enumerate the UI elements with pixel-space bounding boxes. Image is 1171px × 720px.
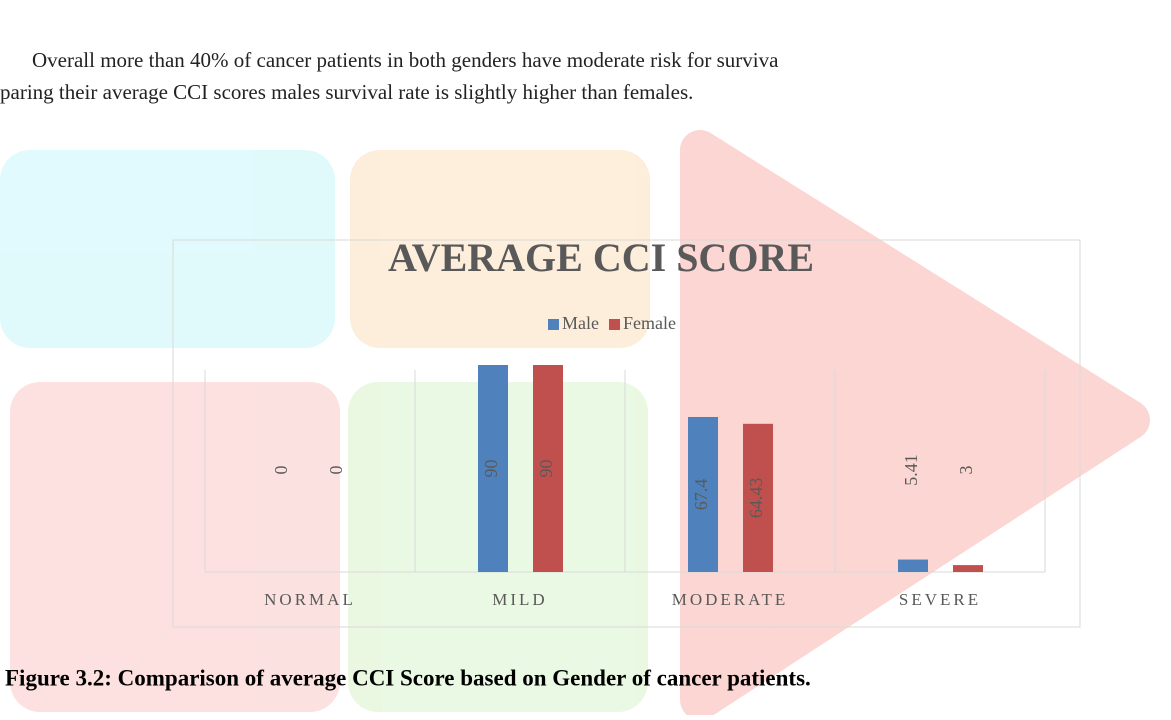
- bar: [688, 416, 718, 572]
- x-tick-label: MODERATE: [672, 590, 789, 609]
- bar: [953, 565, 983, 572]
- data-label: 0: [271, 466, 291, 475]
- chart-frame: [172, 239, 1081, 628]
- data-label: 90: [536, 460, 556, 478]
- bar: [478, 365, 508, 572]
- legend-swatch: [548, 319, 559, 330]
- x-tick-label: SEVERE: [899, 590, 981, 609]
- data-label: 0: [326, 466, 346, 475]
- x-tick-label: MILD: [492, 590, 547, 609]
- legend-swatch: [608, 319, 620, 330]
- data-label: 90: [481, 460, 501, 478]
- x-tick-label: NORMAL: [264, 590, 356, 609]
- bar: [898, 559, 928, 572]
- bar: [533, 365, 563, 572]
- bar: [743, 423, 773, 572]
- paragraph-line: Overall more than 40% of cancer patients…: [32, 48, 779, 72]
- legend-label: Male: [562, 313, 599, 333]
- legend-label: Female: [623, 313, 676, 333]
- data-label: 67.4: [691, 479, 711, 511]
- category-separators: [204, 370, 1046, 572]
- data-label: 5.41: [901, 454, 921, 486]
- data-label: 3: [956, 466, 976, 475]
- chart-title: AVERAGE CCI SCORE: [388, 235, 814, 280]
- paragraph-line: paring their average CCI scores males su…: [0, 80, 693, 104]
- data-label: 64.43: [746, 478, 766, 519]
- caption: Figure 3.2: Comparison of average CCI Sc…: [5, 665, 811, 690]
